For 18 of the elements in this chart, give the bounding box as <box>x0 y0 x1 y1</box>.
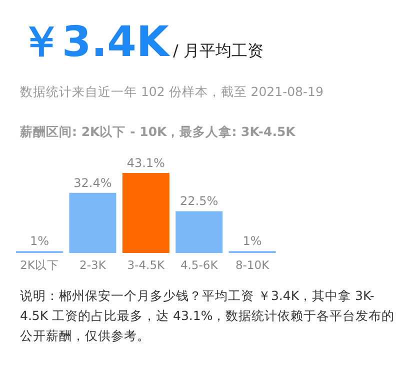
x-tick-label: 2K以下 <box>20 258 59 272</box>
x-tick-label: 2-3K <box>80 258 106 272</box>
data-label: 32.4% <box>74 176 112 190</box>
x-tick-label: 4.5-6K <box>180 258 218 272</box>
x-tick-label: 3-4.5K <box>127 258 166 272</box>
x-tick-label: 8-10K <box>235 258 270 272</box>
bar <box>122 173 170 253</box>
data-label: 43.1% <box>126 156 165 170</box>
bar <box>69 192 116 253</box>
data-label: 1% <box>30 234 50 248</box>
chart-title: ￥3.4K <box>20 17 169 66</box>
data-label: 22.5% <box>180 194 218 208</box>
chart-subtitle: / 月平均工资 <box>172 41 264 60</box>
text: 说明：郴州保安一个月多少钱？平均工资 ￥3.4K，其中拿 3K-4.5K 工资的占比最多，达 43.1%，数据统计依赖于各平台发布的公开薪酬，仅供参考。 <box>20 287 396 345</box>
bar <box>176 211 223 253</box>
data-label: 1% <box>242 234 262 248</box>
text: 薪酬区间: 2K以下 - 10K，最多人拿: 3K-4.5K <box>20 124 296 139</box>
text: 数据统计来自近一年 102 份样本，截至 2021-08-19 <box>20 84 324 101</box>
